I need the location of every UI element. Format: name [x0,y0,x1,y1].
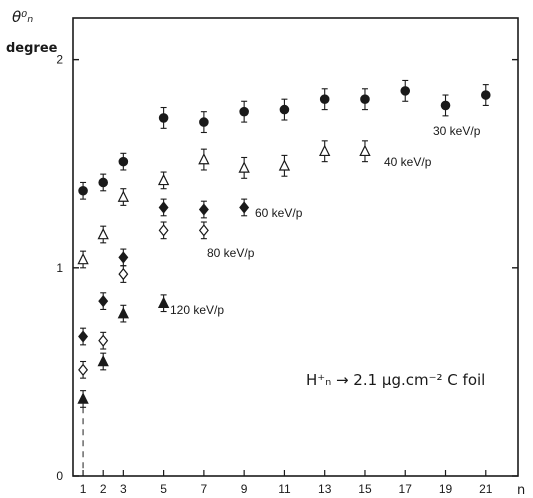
y-tick-label: 0 [56,469,63,483]
x-tick-label: 2 [100,482,107,496]
y-axis-unit: degree [6,41,58,56]
data-point [239,201,250,214]
series-3 [78,221,209,379]
data-point [359,144,371,157]
data-point [319,94,330,104]
data-point [117,190,130,202]
data-point [97,354,109,367]
data-point [480,90,491,100]
x-tick-label: 7 [201,482,208,496]
series-label-40kev: 40 keV/p [384,155,432,169]
data-point [198,203,209,216]
series-labels: 30 keV/p 40 keV/p 60 keV/p 80 keV/p 120 … [170,124,481,317]
data-point [319,144,331,157]
y-tick-label: 1 [56,261,63,275]
data-point [118,251,129,264]
x-tick-label: 1 [80,482,87,496]
data-point [98,177,109,188]
data-point [97,227,109,240]
plot-frame [72,17,519,477]
data-point [78,330,89,343]
data-point [239,106,249,117]
data-point [157,296,170,309]
y-axis-ticks: 0 1 2 [56,53,518,483]
data-point [118,156,129,167]
y-axis-label: θ⁰ₙ degree [6,8,58,56]
series-2 [78,198,250,346]
data-point [400,86,411,96]
data-point [77,252,89,265]
series-4 [77,294,170,408]
data-point [440,100,451,111]
x-tick-label: 3 [120,482,127,496]
reaction-annotation: H⁺ₙ → 2.1 μg.cm⁻² C foil [306,371,485,389]
data-point [78,185,88,196]
data-point [117,307,130,319]
data-point [199,117,209,127]
series-label-60kev: 60 keV/p [255,206,303,220]
data-point [98,334,109,347]
series-1 [77,140,371,269]
series-label-30kev: 30 keV/p [433,124,481,138]
series-0 [78,79,491,200]
x-tick-label: 11 [278,482,291,496]
x-tick-label: 19 [439,482,453,496]
data-point [158,113,169,123]
x-tick-label: 9 [241,482,248,496]
data-point [238,161,250,173]
data-point [157,173,170,186]
data-point [77,392,89,404]
y-tick-label: 2 [56,53,63,67]
x-tick-label: 17 [399,482,413,496]
x-tick-label: 21 [479,482,493,496]
data-point [279,104,290,115]
y-axis-symbol: θ⁰ₙ [12,8,33,26]
data-point [158,224,169,237]
data-points [77,79,491,408]
data-point [198,153,210,165]
series-label-120kev: 120 keV/p [170,303,224,317]
data-point [198,224,209,237]
x-axis-ticks: 1 2 3 5 7 9 11 13 15 17 19 21 [80,407,493,496]
x-axis-label: n [517,483,525,498]
data-point [158,201,169,214]
data-point [78,363,89,376]
x-tick-label: 15 [358,482,372,496]
data-point [278,159,291,171]
x-tick-label: 13 [318,482,332,496]
data-point [98,294,109,308]
series-label-80kev: 80 keV/p [207,246,255,260]
data-point [118,267,129,281]
x-tick-label: 5 [160,482,167,496]
data-point [360,94,370,104]
